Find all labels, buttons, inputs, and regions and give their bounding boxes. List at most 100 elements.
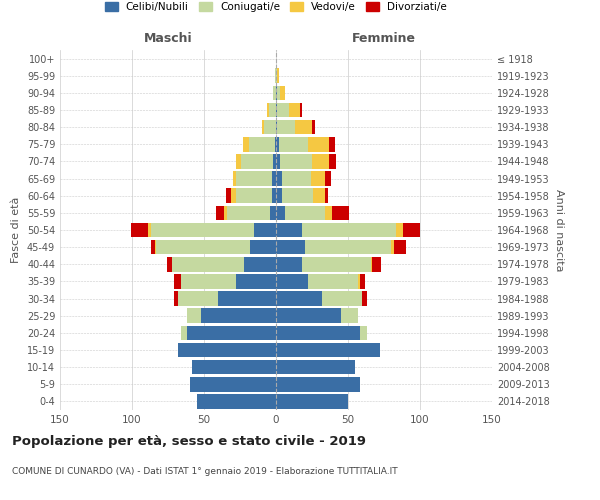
- Bar: [276, 188, 282, 203]
- Bar: [224, 206, 227, 220]
- Bar: [276, 292, 322, 306]
- Bar: [236, 188, 272, 203]
- Bar: [187, 326, 276, 340]
- Bar: [276, 102, 277, 118]
- Bar: [262, 120, 265, 134]
- Bar: [276, 172, 282, 186]
- Bar: [174, 274, 181, 288]
- Bar: [275, 137, 276, 152]
- Bar: [276, 137, 279, 152]
- Bar: [302, 257, 371, 272]
- Bar: [277, 120, 295, 134]
- Bar: [276, 394, 348, 408]
- Bar: [241, 154, 273, 168]
- Bar: [167, 257, 172, 272]
- Bar: [265, 120, 276, 134]
- Bar: [276, 120, 277, 134]
- Bar: [272, 172, 276, 186]
- Bar: [284, 206, 325, 220]
- Bar: [236, 274, 276, 288]
- Bar: [193, 360, 276, 374]
- Text: Popolazione per età, sesso e stato civile - 2019: Popolazione per età, sesso e stato civil…: [12, 435, 366, 448]
- Bar: [289, 102, 301, 118]
- Bar: [218, 292, 276, 306]
- Bar: [373, 257, 381, 272]
- Text: Femmine: Femmine: [352, 32, 416, 45]
- Bar: [131, 222, 148, 238]
- Bar: [332, 206, 349, 220]
- Bar: [391, 240, 394, 254]
- Bar: [325, 206, 332, 220]
- Bar: [302, 222, 395, 238]
- Bar: [276, 222, 302, 238]
- Bar: [272, 188, 276, 203]
- Text: Maschi: Maschi: [143, 32, 193, 45]
- Bar: [227, 206, 270, 220]
- Bar: [151, 222, 254, 238]
- Bar: [358, 274, 359, 288]
- Bar: [282, 172, 311, 186]
- Bar: [403, 222, 420, 238]
- Legend: Celibi/Nubili, Coniugati/e, Vedovi/e, Divorziati/e: Celibi/Nubili, Coniugati/e, Vedovi/e, Di…: [101, 0, 451, 16]
- Bar: [226, 188, 232, 203]
- Bar: [174, 292, 178, 306]
- Bar: [244, 257, 276, 272]
- Bar: [276, 274, 308, 288]
- Bar: [325, 188, 328, 203]
- Bar: [178, 342, 276, 357]
- Bar: [276, 377, 359, 392]
- Bar: [341, 308, 358, 323]
- Bar: [276, 240, 305, 254]
- Bar: [325, 172, 331, 186]
- Bar: [305, 240, 391, 254]
- Bar: [243, 137, 248, 152]
- Bar: [181, 326, 187, 340]
- Bar: [308, 274, 358, 288]
- Bar: [197, 394, 276, 408]
- Bar: [312, 120, 315, 134]
- Bar: [273, 154, 276, 168]
- Bar: [311, 172, 325, 186]
- Bar: [273, 86, 276, 100]
- Bar: [282, 188, 313, 203]
- Text: COMUNE DI CUNARDO (VA) - Dati ISTAT 1° gennaio 2019 - Elaborazione TUTTITALIA.IT: COMUNE DI CUNARDO (VA) - Dati ISTAT 1° g…: [12, 468, 398, 476]
- Bar: [371, 257, 373, 272]
- Bar: [215, 206, 224, 220]
- Bar: [280, 154, 312, 168]
- Bar: [148, 222, 151, 238]
- Bar: [308, 137, 329, 152]
- Bar: [276, 360, 355, 374]
- Bar: [395, 222, 403, 238]
- Bar: [276, 206, 284, 220]
- Bar: [236, 154, 241, 168]
- Bar: [277, 102, 289, 118]
- Bar: [181, 274, 236, 288]
- Bar: [394, 240, 406, 254]
- Bar: [279, 137, 308, 152]
- Bar: [172, 257, 244, 272]
- Bar: [187, 308, 201, 323]
- Bar: [276, 342, 380, 357]
- Bar: [276, 326, 359, 340]
- Bar: [295, 120, 312, 134]
- Y-axis label: Fasce di età: Fasce di età: [11, 197, 21, 263]
- Bar: [270, 206, 276, 220]
- Bar: [277, 86, 280, 100]
- Bar: [276, 257, 302, 272]
- Bar: [269, 102, 276, 118]
- Bar: [276, 308, 341, 323]
- Bar: [232, 188, 236, 203]
- Bar: [312, 154, 329, 168]
- Bar: [359, 326, 367, 340]
- Bar: [276, 68, 277, 83]
- Bar: [329, 154, 337, 168]
- Bar: [233, 172, 236, 186]
- Bar: [329, 137, 335, 152]
- Bar: [277, 68, 279, 83]
- Bar: [157, 240, 250, 254]
- Y-axis label: Anni di nascita: Anni di nascita: [554, 188, 563, 271]
- Bar: [268, 102, 269, 118]
- Bar: [313, 188, 325, 203]
- Bar: [178, 292, 218, 306]
- Bar: [322, 292, 362, 306]
